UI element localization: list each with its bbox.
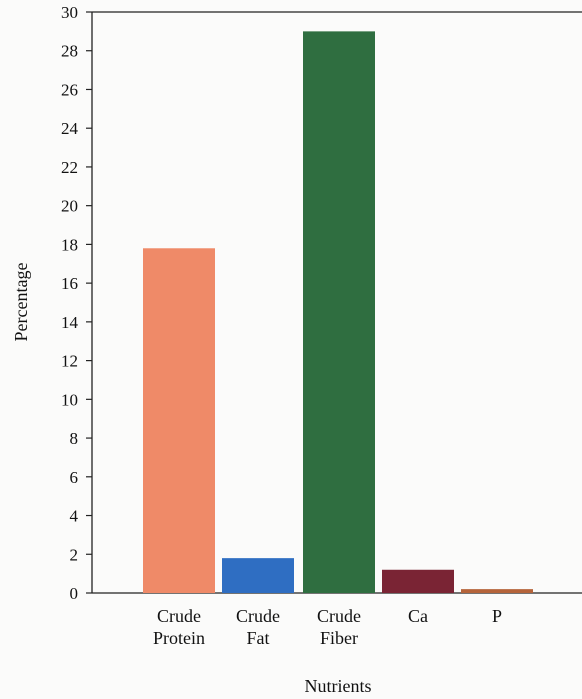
x-category-label: Crude Fat (236, 606, 280, 648)
y-tick-label: 14 (61, 313, 79, 332)
bar (143, 248, 215, 594)
x-category-label: Ca (408, 606, 428, 626)
y-tick-label: 28 (61, 42, 78, 61)
y-tick-label: 26 (61, 80, 78, 99)
x-axis-title: Nutrients (305, 676, 372, 696)
x-category-label-line: Protein (153, 628, 205, 648)
y-tick-label: 16 (61, 274, 78, 293)
y-tick-label: 22 (61, 158, 78, 177)
bars (143, 31, 533, 594)
x-category-label-line: Crude (317, 606, 361, 626)
y-tick-label: 20 (61, 197, 78, 216)
y-tick-label: 8 (70, 429, 79, 448)
x-category-label: P (492, 606, 502, 626)
y-tick-label: 18 (61, 235, 78, 254)
x-category-label: Crude Protein (153, 606, 205, 648)
x-category-label-line: P (492, 606, 502, 626)
y-tick-label: 12 (61, 352, 78, 371)
y-tick-label: 0 (70, 584, 79, 603)
x-category-label-line: Fiber (320, 628, 358, 648)
bar (303, 31, 375, 594)
x-category-label-line: Crude (157, 606, 201, 626)
y-tick-label: 2 (70, 545, 79, 564)
x-category-label: Crude Fiber (317, 606, 361, 648)
bar (222, 558, 294, 593)
x-category-label-line: Ca (408, 606, 428, 626)
x-category-label-line: Fat (246, 628, 269, 648)
bar (382, 569, 454, 593)
bar (461, 589, 533, 593)
y-tick-label: 24 (61, 119, 79, 138)
y-tick-label: 4 (70, 507, 79, 526)
y-tick-label: 30 (61, 3, 78, 22)
y-tick-label: 10 (61, 390, 78, 409)
y-axis-title: Percentage (11, 263, 31, 342)
x-category-label-line: Crude (236, 606, 280, 626)
y-tick-label: 6 (70, 468, 79, 487)
